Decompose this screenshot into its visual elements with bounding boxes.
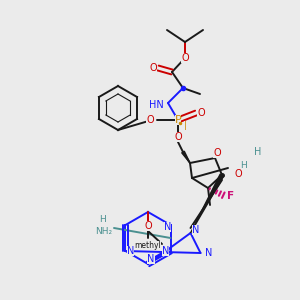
Text: N: N (205, 248, 212, 258)
Polygon shape (182, 151, 190, 163)
Text: N: N (162, 246, 169, 256)
Text: N: N (164, 222, 171, 232)
Text: O: O (213, 148, 221, 158)
Text: H: H (240, 161, 247, 170)
Text: F: F (227, 191, 235, 201)
Text: N: N (127, 246, 134, 256)
Text: O: O (149, 63, 157, 73)
Text: O: O (181, 53, 189, 63)
Text: P: P (175, 115, 182, 125)
Text: N: N (147, 254, 155, 264)
Text: O: O (144, 221, 152, 231)
Text: O: O (234, 169, 242, 179)
Text: O: O (174, 132, 182, 142)
Text: O: O (146, 115, 154, 125)
Text: HN: HN (149, 100, 164, 110)
Text: methyl: methyl (135, 241, 161, 250)
Polygon shape (190, 174, 224, 233)
Text: H: H (254, 147, 262, 157)
Text: N: N (192, 225, 199, 235)
Text: |: | (184, 121, 186, 130)
Text: H: H (99, 215, 105, 224)
Text: O: O (197, 108, 205, 118)
Text: NH₂: NH₂ (95, 227, 112, 236)
